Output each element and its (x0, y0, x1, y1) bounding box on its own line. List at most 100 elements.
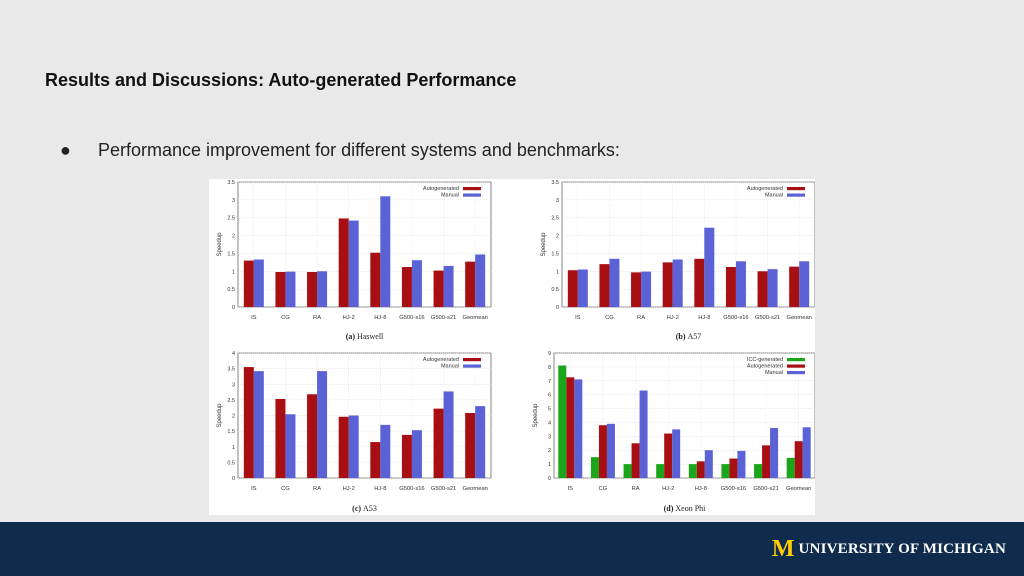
bar-manual-ra (641, 271, 652, 307)
caption-letter: (a) (346, 332, 357, 341)
legend-swatch (787, 358, 805, 362)
bar-autogenerated-ra (307, 394, 318, 478)
bar-autogenerated-hj-2 (662, 262, 673, 307)
bar-autogenerated-hj-2 (664, 433, 673, 478)
chart-2: 0 0.5 1 1.5 2 2.5 3 3.5 4 Speedup IS CG RA HJ-2 HJ-8 G5… (217, 351, 492, 513)
legend-label: ICC-generated (747, 357, 783, 363)
bar-icc-generated-ra (623, 464, 632, 478)
y-tick-label: 3.5 (227, 367, 235, 373)
bar-autogenerated-cg (275, 398, 286, 478)
bar-autogenerated-ra (631, 443, 640, 478)
y-axis-label: Speedup (533, 403, 539, 428)
x-tick-label: HJ-8 (695, 486, 707, 492)
y-tick-label: 1.5 (227, 429, 235, 435)
bar-manual-geomean (475, 254, 486, 307)
x-tick-label: IS (251, 486, 257, 492)
bar-icc-generated-is (558, 365, 567, 478)
bar-manual-g500-s21 (770, 428, 779, 478)
y-tick-label: 4 (548, 420, 551, 426)
bar-manual-geomean (799, 261, 810, 307)
legend-swatch (787, 371, 805, 375)
y-tick-label: 2.5 (227, 216, 235, 222)
bar-manual-geomean (802, 427, 811, 478)
y-tick-label: 2.5 (227, 398, 235, 404)
charts-figure: 0 0.5 1 1.5 2 2.5 3 3.5 Speedup IS CG RA HJ-2 HJ-8 G50… (217, 180, 815, 513)
legend-label: Manual (441, 193, 459, 199)
bar-autogenerated-is (567, 270, 578, 307)
bar-autogenerated-cg (599, 264, 610, 307)
y-tick-label: 2 (556, 234, 559, 240)
bar-autogenerated-is (566, 377, 575, 478)
bar-autogenerated-g500-s16 (725, 267, 736, 307)
legend-swatch (463, 364, 481, 368)
bar-manual-is (577, 269, 588, 307)
y-axis-label: Speedup (217, 403, 223, 428)
caption-name: Haswell (357, 332, 384, 341)
bullet-item: ● Performance improvement for different s… (60, 140, 620, 161)
caption-name: A57 (688, 332, 702, 341)
x-tick-label: CG (599, 486, 608, 492)
caption-name: Xeon Phi (675, 504, 706, 513)
bar-manual-is (253, 259, 264, 307)
y-tick-label: 0 (232, 476, 235, 482)
x-tick-label: Geomean (786, 315, 811, 321)
legend-label: Autogenerated (747, 186, 783, 192)
y-tick-label: 3 (232, 382, 235, 388)
bar-autogenerated-hj-8 (694, 258, 705, 307)
bar-manual-g500-s16 (411, 260, 422, 307)
y-tick-label: 2 (232, 414, 235, 420)
x-tick-label: G500-s21 (753, 486, 778, 492)
y-tick-label: 4 (232, 351, 235, 357)
x-tick-label: G500-s21 (755, 315, 780, 321)
y-tick-label: 0.5 (551, 287, 559, 293)
y-tick-label: 3 (556, 198, 559, 204)
bar-icc-generated-geomean (786, 457, 795, 478)
x-tick-label: IS (575, 315, 581, 321)
chart-3: 0 1 2 3 4 5 6 7 8 9 Speedup IS CG RA HJ-2 HJ-8 G500-s16 G… (533, 351, 815, 513)
y-tick-label: 0 (556, 305, 559, 311)
y-tick-label: 1 (556, 269, 559, 275)
legend-swatch (463, 193, 481, 197)
figure-caption: (a) Haswell (346, 332, 384, 341)
university-name: UNIVERSITY OF MICHIGAN (798, 540, 1006, 557)
bar-manual-cg (609, 258, 620, 307)
bar-manual-g500-s21 (767, 269, 778, 307)
y-tick-label: 1.5 (227, 251, 235, 257)
x-tick-label: G500-s16 (723, 315, 748, 321)
bar-autogenerated-ra (307, 272, 318, 307)
bar-manual-g500-s21 (443, 391, 454, 478)
y-axis-label: Speedup (217, 232, 223, 257)
bar-icc-generated-cg (590, 457, 599, 478)
bar-manual-is (253, 371, 264, 478)
x-tick-label: HJ-8 (374, 315, 386, 321)
bar-manual-ra (317, 371, 328, 478)
x-tick-label: IS (568, 486, 574, 492)
bar-icc-generated-g500-s21 (754, 464, 763, 478)
bar-autogenerated-hj-2 (338, 218, 349, 307)
bar-icc-generated-g500-s16 (721, 464, 730, 478)
bar-manual-hj-8 (380, 424, 391, 478)
y-tick-label: 1 (232, 445, 235, 451)
legend-label: Autogenerated (747, 364, 783, 370)
y-tick-label: 1 (232, 269, 235, 275)
bar-icc-generated-hj-2 (656, 464, 665, 478)
legend-label: Manual (441, 364, 459, 370)
y-tick-label: 9 (548, 351, 551, 357)
x-tick-label: Geomean (462, 486, 487, 492)
bar-manual-hj-2 (672, 259, 683, 307)
bar-manual-ra (639, 390, 648, 478)
x-tick-label: RA (637, 315, 645, 321)
bar-manual-ra (317, 271, 328, 307)
x-tick-label: Geomean (786, 486, 811, 492)
x-tick-label: CG (281, 486, 290, 492)
bar-autogenerated-g500-s16 (729, 458, 738, 478)
bar-autogenerated-g500-s16 (401, 434, 412, 478)
x-tick-label: CG (605, 315, 614, 321)
bar-manual-geomean (475, 406, 486, 478)
x-tick-label: CG (281, 315, 290, 321)
legend-swatch (787, 364, 805, 368)
bar-autogenerated-geomean (794, 441, 803, 478)
chart-1: 0 0.5 1 1.5 2 2.5 3 3.5 Speedup IS CG RA HJ-2 HJ-8 G50… (541, 180, 815, 341)
y-tick-label: 8 (548, 365, 551, 371)
x-tick-label: RA (632, 486, 640, 492)
